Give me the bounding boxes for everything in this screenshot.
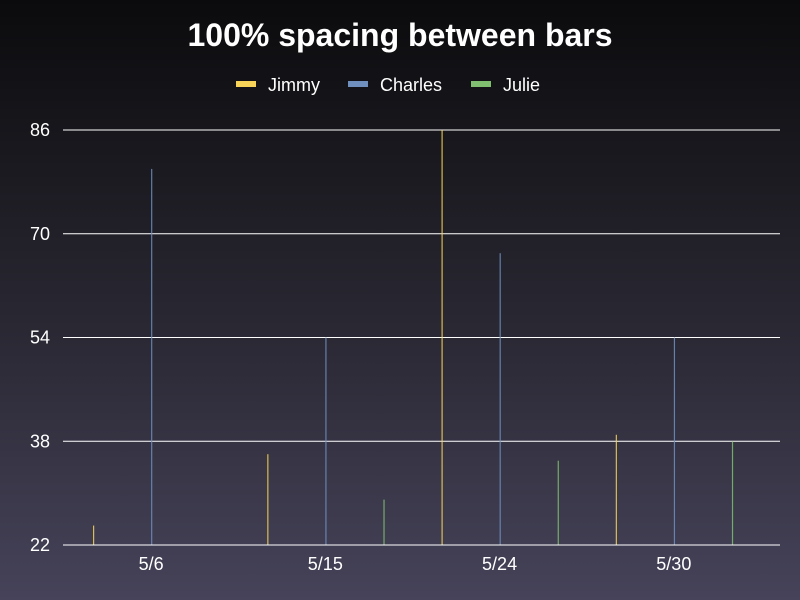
legend-swatch-jimmy <box>236 81 256 87</box>
legend-label-charles: Charles <box>380 75 442 95</box>
legend-swatch-julie <box>471 81 491 87</box>
bars <box>93 130 734 546</box>
bar-charles-5-6 <box>151 168 153 545</box>
bar-julie-5-24 <box>557 460 559 545</box>
y-tick-label: 38 <box>30 431 50 451</box>
bar-jimmy-5-15 <box>267 454 269 545</box>
x-tick-label: 5/15 <box>308 554 343 574</box>
legend-label-jimmy: Jimmy <box>268 75 320 95</box>
bar-julie-5-30 <box>731 441 734 545</box>
x-axis: 5/6 5/15 5/24 5/30 <box>63 544 780 574</box>
y-tick-label: 70 <box>30 224 50 244</box>
bar-jimmy-5-30 <box>615 434 617 545</box>
legend-label-julie: Julie <box>503 75 540 95</box>
bar-charles-5-15 <box>325 337 327 545</box>
chart-title: 100% spacing between bars <box>187 17 612 53</box>
legend-swatch-charles <box>348 81 368 87</box>
bar-jimmy-5-6 <box>93 525 95 545</box>
x-tick-label: 5/24 <box>482 554 517 574</box>
x-tick-label: 5/6 <box>139 554 164 574</box>
bar-jimmy-5-24 <box>441 130 443 545</box>
bar-julie-5-15 <box>383 499 385 545</box>
grid-lines <box>63 129 780 442</box>
y-tick-label: 22 <box>30 535 50 555</box>
bar-charles-5-24 <box>499 253 501 545</box>
x-tick-label: 5/30 <box>656 554 691 574</box>
legend: Jimmy Charles Julie <box>236 75 540 95</box>
bar-charles-5-30 <box>673 337 676 545</box>
y-axis: 22 38 54 70 86 <box>30 120 50 555</box>
y-tick-label: 86 <box>30 120 50 140</box>
y-tick-label: 54 <box>30 328 50 348</box>
